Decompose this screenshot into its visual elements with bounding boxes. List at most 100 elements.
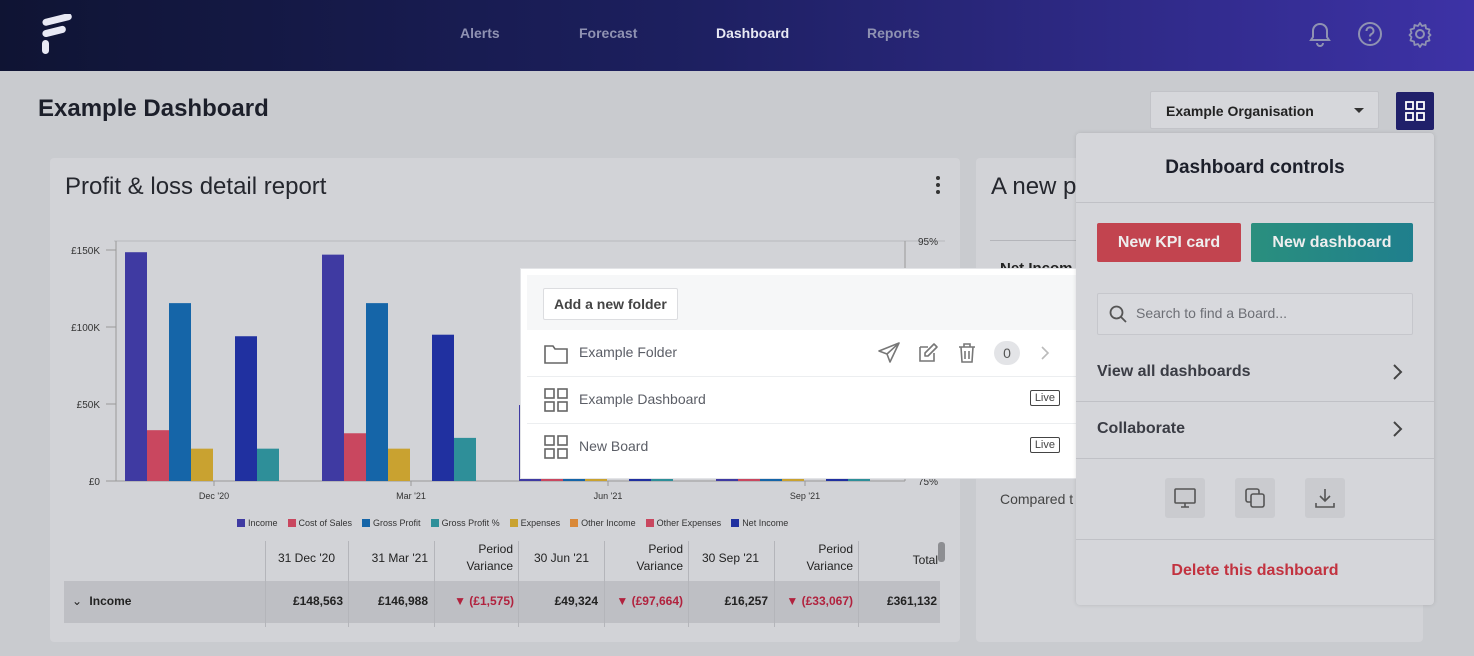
row-label: Income	[89, 594, 132, 608]
legend-swatch	[287, 519, 296, 527]
chart-bar	[366, 303, 388, 481]
dashboard-row[interactable]: New Board Live	[527, 424, 1076, 470]
y-tick-label: £150K	[71, 246, 100, 257]
delete-dashboard-button[interactable]: Delete this dashboard	[1171, 562, 1339, 579]
legend-item[interactable]: Cost of Sales	[287, 518, 353, 528]
compared-label: Compared t	[1000, 491, 1074, 507]
dashboard-count-badge: 0	[994, 341, 1020, 365]
more-options-icon[interactable]	[936, 176, 940, 197]
app-logo[interactable]	[38, 14, 78, 56]
table-header: 30 Sep '21	[701, 551, 759, 565]
legend-label: Cost of Sales	[298, 518, 353, 528]
dashboard-controls-button[interactable]	[1396, 92, 1434, 130]
table-header: Period Variance	[806, 542, 853, 573]
legend-item[interactable]: Gross Profit	[362, 518, 421, 528]
y-tick-label: £0	[89, 477, 101, 488]
legend-label: Gross Profit	[373, 518, 421, 528]
chart-bar	[432, 334, 454, 481]
organisation-select[interactable]: Example Organisation	[1150, 91, 1379, 129]
table-header: 30 Jun '21	[533, 551, 589, 565]
grid-icon	[544, 435, 568, 459]
legend-item[interactable]: Expenses	[509, 518, 561, 528]
legend-label: Income	[248, 518, 278, 528]
folder-icon	[544, 345, 568, 364]
live-badge: Live	[1029, 390, 1060, 406]
top-nav: Alerts Forecast Dashboard Reports	[0, 0, 1474, 71]
legend-swatch	[645, 519, 654, 527]
legend-swatch	[570, 519, 579, 527]
dashboard-row[interactable]: Example Dashboard Live	[527, 377, 1076, 424]
legend-swatch	[237, 519, 245, 527]
dashboard-controls-panel: Dashboard controls New KPI card New dash…	[1076, 133, 1434, 605]
legend-label: Expenses	[520, 518, 561, 528]
board-search-input[interactable]	[1134, 304, 1403, 322]
controls-title: Dashboard controls	[1165, 157, 1345, 178]
add-folder-button[interactable]: Add a new folder	[543, 288, 678, 320]
chart-legend: Income Cost of Sales Gross Profit Gross Pro…	[237, 518, 798, 528]
x-tick-label: Sep '21	[790, 491, 820, 501]
nav-dashboard[interactable]: Dashboard	[716, 25, 790, 41]
legend-swatch	[430, 519, 439, 527]
chart-bar	[388, 448, 410, 481]
table-cell: £148,563	[292, 594, 343, 608]
nav-alerts[interactable]: Alerts	[460, 25, 500, 41]
new-dashboard-button[interactable]: New dashboard	[1251, 223, 1413, 262]
table-header: Total	[912, 553, 938, 567]
table-header: Period Variance	[636, 542, 683, 573]
table-header: 31 Dec '20	[278, 551, 335, 565]
y2-tick-label: 75%	[918, 477, 938, 488]
chart-bar	[257, 448, 279, 481]
y2-tick-label: 95%	[918, 237, 938, 248]
help-icon[interactable]	[1356, 20, 1384, 48]
view-all-dashboards-link[interactable]: View all dashboards	[1097, 357, 1413, 387]
bell-icon[interactable]	[1306, 20, 1334, 48]
popup-header: Add a new folder	[527, 275, 1076, 330]
card-title: A new p	[991, 173, 1077, 200]
folder-popup: Add a new folder Example Folder 0 Exampl…	[521, 269, 1082, 478]
gear-icon[interactable]	[1406, 20, 1434, 48]
chart-bar	[169, 303, 191, 481]
nav-reports[interactable]: Reports	[867, 25, 920, 41]
edit-icon[interactable]	[916, 341, 940, 365]
chevron-right-icon	[1393, 421, 1403, 437]
legend-item[interactable]: Other Expenses	[645, 518, 722, 528]
table-cell: ▼ (£97,664)	[616, 594, 683, 608]
legend-item[interactable]: Gross Profit %	[430, 518, 500, 528]
nav-forecast[interactable]: Forecast	[579, 25, 638, 41]
chevron-down-icon: ⌄	[72, 594, 83, 608]
legend-label: Other Expenses	[656, 518, 722, 528]
legend-item[interactable]: Income	[237, 518, 278, 528]
search-icon	[1109, 305, 1127, 323]
chart-bar	[125, 252, 147, 481]
trash-icon[interactable]	[955, 341, 979, 365]
live-badge: Live	[1029, 437, 1060, 453]
table-scrollbar[interactable]	[938, 542, 945, 562]
organisation-select-value: Example Organisation	[1166, 103, 1314, 119]
chart-bar	[235, 336, 257, 481]
chart-bar	[454, 437, 476, 481]
duplicate-button[interactable]	[1235, 478, 1275, 518]
folder-row[interactable]: Example Folder 0	[527, 330, 1076, 377]
new-kpi-card-button[interactable]: New KPI card	[1097, 223, 1241, 262]
chevron-right-icon[interactable]	[1039, 345, 1051, 361]
table-cell: £49,324	[554, 594, 598, 608]
collaborate-link[interactable]: Collaborate	[1097, 414, 1413, 444]
x-tick-label: Jun '21	[594, 491, 623, 501]
legend-label: Other Income	[581, 518, 636, 528]
present-button[interactable]	[1165, 478, 1205, 518]
expand-row-toggle[interactable]: ⌄ Income	[72, 594, 131, 608]
table-row-income[interactable]	[64, 581, 940, 623]
send-icon[interactable]	[877, 341, 901, 365]
table-cell: £16,257	[724, 594, 768, 608]
table-cell: ▼ (£33,067)	[786, 594, 853, 608]
legend-item[interactable]: Other Income	[570, 518, 636, 528]
download-button[interactable]	[1305, 478, 1345, 518]
chevron-right-icon	[1393, 364, 1403, 380]
copy-icon	[1245, 488, 1265, 508]
table-header: Period Variance	[466, 542, 513, 573]
grid-icon	[544, 388, 568, 412]
chart-bar	[147, 430, 169, 481]
table-cell: £361,132	[886, 594, 937, 608]
board-search[interactable]	[1097, 293, 1413, 335]
legend-item[interactable]: Net Income	[731, 518, 788, 528]
